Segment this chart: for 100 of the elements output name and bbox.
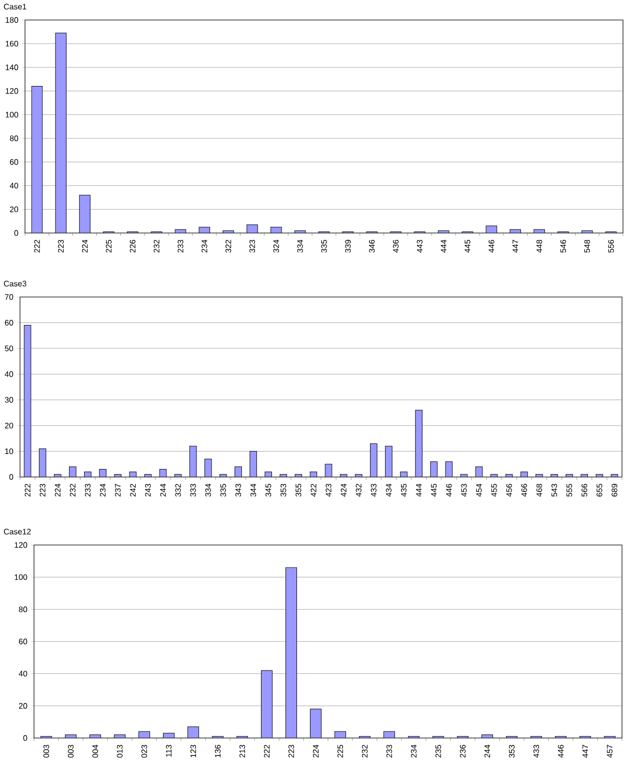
x-tick-label: 232 — [362, 744, 368, 758]
y-tick-label: 0 — [9, 474, 14, 480]
x-tick-label: 334 — [297, 240, 303, 253]
y-tick-label: 100 — [14, 574, 28, 580]
x-tick-label: 453 — [461, 484, 467, 497]
y-tick-label: 120 — [14, 542, 28, 548]
x-tick-label: 446 — [446, 484, 452, 497]
bar — [260, 670, 273, 738]
x-tick-label: 224 — [54, 484, 60, 496]
x-tick-label: 322 — [225, 240, 232, 253]
x-tick-label: 448 — [536, 240, 542, 253]
y-tick-label: 80 — [10, 136, 18, 142]
x-tick-label: 236 — [460, 744, 466, 758]
x-tick-label: 234 — [100, 484, 106, 496]
y-tick-label: 0 — [14, 230, 18, 236]
y-tick-label: 0 — [23, 735, 28, 741]
bar — [285, 567, 298, 738]
x-tick-label: 233 — [178, 240, 184, 252]
y-tick-label: 180 — [6, 17, 18, 23]
x-tick-label: 543 — [551, 484, 558, 497]
x-tick-label: 443 — [416, 240, 423, 253]
x-tick-label: 339 — [345, 240, 351, 253]
y-tick-label: 70 — [4, 294, 14, 300]
x-tick-label: 546 — [560, 240, 566, 253]
x-tick-label: 113 — [166, 744, 172, 757]
x-tick-label: 323 — [249, 240, 256, 253]
y-tick-label: 60 — [10, 159, 18, 165]
y-tick-label: 20 — [4, 422, 14, 428]
x-tick-label: 003 — [68, 744, 74, 758]
x-tick-label: 244 — [160, 484, 166, 496]
x-tick-label: 234 — [202, 240, 208, 252]
x-tick-label: 232 — [70, 484, 76, 496]
x-tick-label: 445 — [464, 240, 470, 253]
x-tick-label: 446 — [558, 744, 564, 758]
x-tick-label: 468 — [536, 484, 542, 497]
x-tick-label: 223 — [288, 744, 294, 758]
y-tick-label: 60 — [4, 320, 14, 326]
x-tick-label: 235 — [435, 744, 442, 758]
bar — [250, 451, 257, 477]
y-tick-label: 50 — [4, 346, 14, 352]
x-tick-label: 344 — [250, 484, 256, 497]
x-tick-label: 548 — [584, 240, 590, 253]
x-tick-label: 213 — [239, 744, 246, 758]
bar — [310, 708, 322, 738]
x-tick-label: 445 — [431, 484, 437, 497]
x-tick-label: 222 — [34, 240, 40, 252]
x-tick-label: 353 — [280, 484, 286, 497]
chart-title: Case12 — [4, 528, 31, 534]
x-tick-label: 433 — [533, 744, 540, 758]
y-tick-label: 160 — [6, 40, 18, 46]
x-tick-label: 233 — [84, 484, 91, 496]
x-tick-label: 355 — [296, 484, 302, 497]
y-tick-label: 20 — [18, 703, 28, 709]
y-tick-label: 80 — [18, 606, 28, 612]
x-tick-label: 447 — [512, 240, 518, 253]
x-tick-label: 343 — [235, 484, 242, 497]
x-tick-label: 232 — [154, 240, 160, 252]
x-tick-label: 244 — [484, 744, 490, 758]
x-tick-label: 004 — [92, 744, 98, 758]
chart-title: Case3 — [4, 280, 26, 286]
x-tick-label: 136 — [214, 744, 221, 758]
x-tick-label: 689 — [612, 484, 618, 496]
x-tick-label: 123 — [190, 744, 196, 758]
x-tick-label: 233 — [386, 744, 392, 758]
y-tick-label: 120 — [6, 88, 18, 94]
x-tick-label: 422 — [310, 484, 316, 497]
bar — [385, 446, 392, 477]
x-tick-label: 345 — [265, 484, 272, 497]
y-tick-label: 20 — [10, 206, 18, 212]
x-tick-label: 225 — [337, 744, 344, 758]
x-tick-label: 435 — [400, 484, 407, 497]
y-tick-label: 40 — [10, 182, 18, 188]
x-tick-label: 242 — [130, 484, 136, 496]
y-tick-label: 40 — [4, 371, 14, 377]
y-tick-label: 10 — [5, 448, 14, 454]
x-tick-label: 234 — [410, 744, 417, 758]
x-tick-label: 436 — [392, 240, 399, 253]
x-tick-label: 556 — [608, 240, 614, 253]
x-tick-label: 433 — [370, 484, 377, 497]
x-tick-label: 444 — [440, 240, 446, 253]
x-tick-label: 335 — [321, 240, 327, 253]
y-tick-label: 60 — [18, 638, 28, 644]
x-tick-label: 454 — [476, 484, 482, 497]
x-tick-label: 346 — [369, 240, 375, 253]
x-tick-label: 655 — [596, 484, 602, 496]
x-tick-label: 447 — [582, 744, 588, 758]
x-tick-label: 333 — [190, 484, 196, 497]
x-tick-label: 225 — [106, 240, 112, 252]
x-tick-label: 466 — [521, 484, 528, 497]
x-tick-label: 456 — [506, 484, 512, 497]
x-tick-label: 446 — [488, 240, 494, 253]
x-tick-label: 423 — [326, 484, 332, 497]
chart-title: Case1 — [4, 4, 26, 10]
x-tick-label: 334 — [205, 484, 211, 497]
x-tick-label: 226 — [130, 240, 136, 252]
x-tick-label: 013 — [116, 744, 123, 758]
x-tick-label: 455 — [491, 484, 497, 497]
y-tick-label: 140 — [6, 64, 18, 70]
x-tick-label: 324 — [273, 240, 279, 253]
x-tick-label: 332 — [175, 484, 181, 497]
